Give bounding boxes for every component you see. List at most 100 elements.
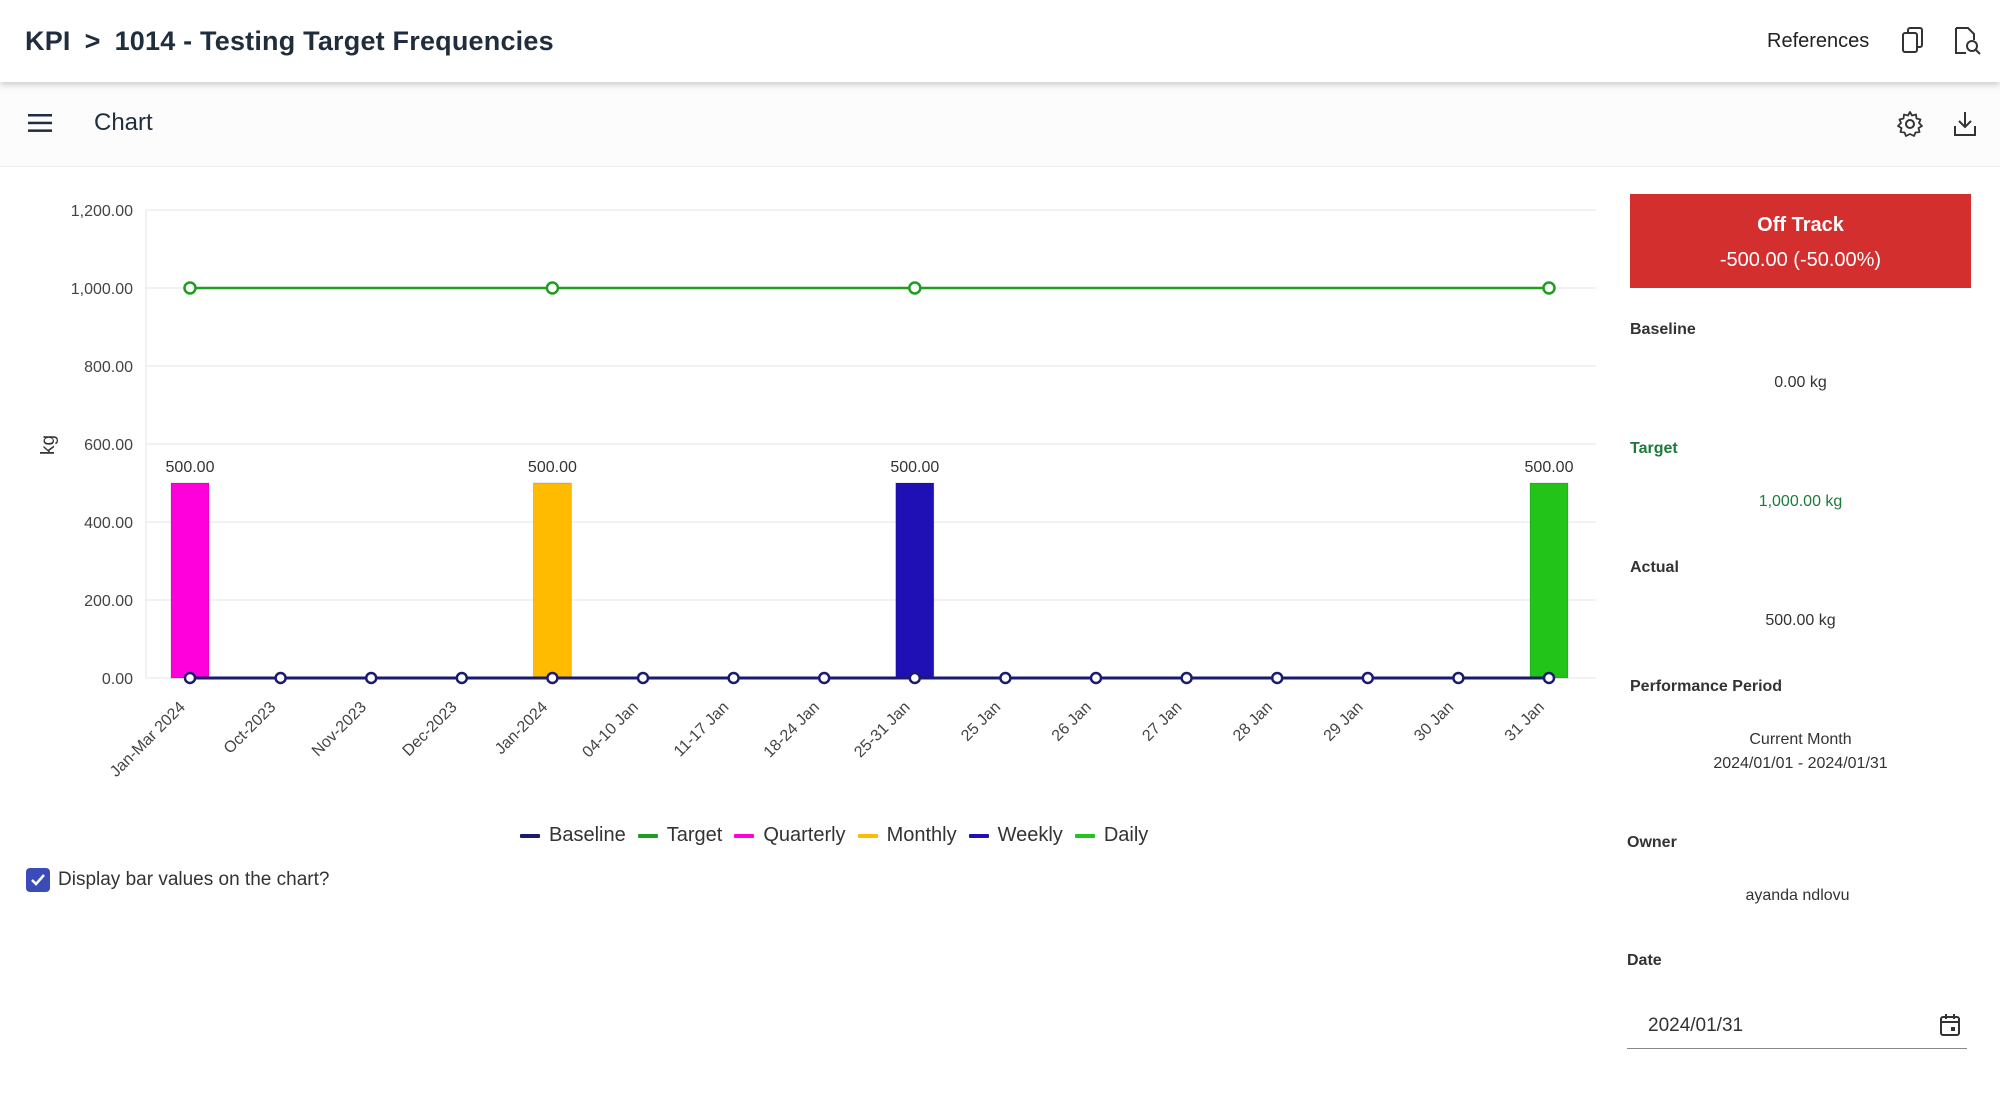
actual-label: Actual — [1630, 559, 1679, 576]
target-label: Target — [1630, 440, 1678, 457]
baseline-point — [183, 671, 197, 685]
baseline-point — [636, 671, 650, 685]
actual-value: 500.00 kg — [1765, 612, 1836, 629]
bar-value-label: 500.00 — [1525, 459, 1574, 476]
document-search-icon[interactable] — [1952, 26, 1981, 56]
baseline-point — [1361, 671, 1375, 685]
breadcrumb: KPI >1014 - Testing Target Frequencies — [25, 26, 554, 57]
breadcrumb-title: 1014 - Testing Target Frequencies — [114, 26, 554, 56]
status-card: Off Track -500.00 (-50.00%) — [1630, 194, 1971, 288]
legend-label: Target — [666, 824, 723, 846]
bar-value-label: 500.00 — [528, 459, 577, 476]
legend-swatch — [520, 833, 540, 838]
y-tick-label: 200.00 — [84, 593, 133, 610]
target-point — [1542, 281, 1556, 295]
download-icon[interactable] — [1951, 110, 1979, 138]
kpi-chart: 0.00 200.00 400.00 600.00 800.00 1,000.00 1,20… — [38, 203, 1596, 781]
x-tick-label: 29 Jan — [1321, 699, 1367, 745]
chart-section-title: Chart — [94, 109, 153, 136]
legend-label: Weekly — [997, 824, 1063, 846]
y-tick-label: 0.00 — [102, 671, 133, 688]
baseline-point — [364, 671, 378, 685]
performance-period-range: 2024/01/01 - 2024/01/31 — [1713, 755, 1888, 772]
display-bar-values-checkbox[interactable] — [26, 868, 50, 892]
target-value: 1,000.00 kg — [1758, 493, 1843, 510]
x-tick-label: 11-17 Jan — [671, 699, 733, 761]
baseline-point — [546, 671, 559, 685]
display-bar-values-label[interactable]: Display bar values on the chart? — [58, 869, 330, 890]
legend-label: Monthly — [886, 824, 957, 846]
baseline-point — [1180, 671, 1193, 685]
target-point — [545, 281, 560, 295]
x-tick-label: 31 Jan — [1502, 699, 1548, 745]
baseline-point — [1089, 671, 1103, 685]
y-tick-label: 800.00 — [84, 359, 133, 376]
legend-item-daily[interactable]: Daily — [1074, 824, 1149, 847]
legend-swatch — [968, 833, 989, 838]
legend-item-weekly[interactable]: Weekly — [968, 824, 1063, 847]
references-button[interactable]: References — [1767, 30, 1870, 52]
copy-icon[interactable] — [1899, 26, 1927, 56]
bar-monthly — [532, 482, 572, 679]
calendar-icon[interactable] — [1939, 1013, 1961, 1037]
status-difference: -500.00 (-50.00%) — [1719, 249, 1882, 271]
legend-swatch — [637, 833, 658, 838]
legend-label: Baseline — [549, 824, 626, 846]
owner-value: ayanda ndlovu — [1745, 887, 1850, 904]
baseline-label: Baseline — [1630, 321, 1696, 338]
legend-item-quarterly[interactable]: Quarterly — [734, 824, 846, 847]
x-tick-label: 18-24 Jan — [761, 699, 823, 761]
baseline-point — [727, 671, 740, 685]
y-axis-label: kg — [38, 435, 59, 455]
x-tick-label: Nov-2023 — [309, 699, 370, 760]
baseline-point — [1452, 671, 1465, 685]
breadcrumb-separator: > — [84, 26, 101, 56]
x-tick-label: 28 Jan — [1230, 699, 1276, 745]
display-bar-values-option: Display bar values on the chart? — [26, 868, 329, 892]
date-field[interactable]: 2024/01/31 — [1627, 1000, 1967, 1049]
x-tick-label: 27 Jan — [1139, 699, 1185, 745]
baseline-point — [1270, 671, 1284, 685]
baseline-point — [999, 671, 1012, 685]
y-tick-label: 1,200.00 — [71, 203, 133, 220]
target-point — [908, 281, 922, 295]
breadcrumb-root[interactable]: KPI — [25, 26, 71, 56]
performance-period-name: Current Month — [1749, 731, 1852, 748]
baseline-point — [1542, 671, 1556, 685]
legend-label: Quarterly — [763, 824, 846, 846]
legend-item-monthly[interactable]: Monthly — [857, 824, 957, 847]
legend-label: Daily — [1103, 824, 1149, 846]
x-tick-label: Dec-2023 — [400, 699, 461, 760]
y-tick-label: 400.00 — [84, 515, 133, 532]
legend-item-target[interactable]: Target — [637, 824, 723, 847]
date-value[interactable]: 2024/01/31 — [1648, 1015, 1744, 1036]
y-tick-label: 600.00 — [84, 437, 133, 454]
x-tick-label: Oct-2023 — [221, 699, 280, 758]
chart-legend: Baseline Target Quarterly Monthly Weekly Dail… — [520, 824, 1148, 847]
legend-swatch — [857, 833, 878, 838]
x-tick-label: 26 Jan — [1049, 699, 1095, 745]
baseline-point — [274, 671, 287, 685]
gear-icon[interactable] — [1896, 110, 1924, 138]
bar-value-label: 500.00 — [890, 459, 939, 476]
legend-item-baseline[interactable]: Baseline — [520, 824, 626, 847]
bar-quarterly — [170, 482, 210, 679]
target-point — [183, 281, 197, 295]
bar-value-label: 500.00 — [166, 459, 215, 476]
x-tick-label: Jan-Mar 2024 — [107, 699, 189, 781]
hamburger-menu-icon[interactable] — [28, 113, 52, 133]
x-tick-label: 25-31 Jan — [851, 699, 913, 761]
x-tick-label: 25 Jan — [958, 699, 1004, 745]
baseline-point — [455, 671, 469, 685]
x-tick-label: Jan-2024 — [492, 699, 551, 758]
y-tick-label: 1,000.00 — [71, 281, 133, 298]
baseline-point — [817, 671, 831, 685]
baseline-value: 0.00 kg — [1774, 374, 1827, 391]
baseline-point — [908, 671, 922, 685]
chart-toolbar — [0, 82, 2000, 167]
top-bar: KPI >1014 - Testing Target Frequencies Re… — [0, 0, 2000, 82]
performance-period-label: Performance Period — [1630, 678, 1783, 695]
bar-weekly — [895, 482, 935, 679]
bar-daily — [1529, 482, 1569, 679]
status-label: Off Track — [1757, 214, 1844, 236]
